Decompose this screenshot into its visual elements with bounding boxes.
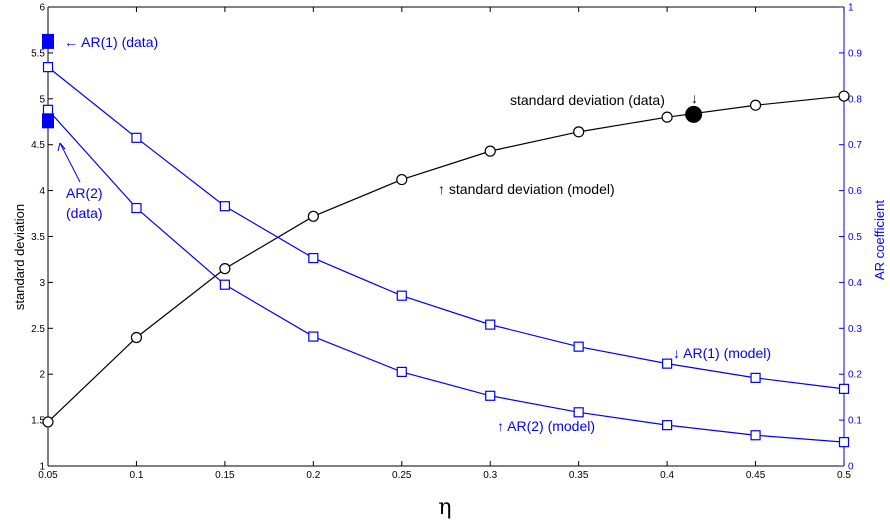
series-1-point [839,91,849,101]
y-axis-right-title: AR coefficient [872,200,887,280]
x-tick-label: 0.35 [569,470,589,481]
annotation-sd-data-arrow: ↓ [691,90,698,106]
series-3-point [486,391,495,400]
y-left-tick-label: 3.5 [31,232,45,243]
series-1-point [574,127,584,137]
y-left-tick-label: 4 [39,186,45,197]
series-3-point [220,280,229,289]
series-2-point [132,133,141,142]
y-right-tick-label: 0 [848,462,854,473]
y-right-tick-label: 0.8 [848,94,862,105]
series-1-point [131,332,141,342]
series-3-point [840,438,849,447]
series-2-point [663,359,672,368]
x-tick-label: 0.25 [392,470,412,481]
y-right-tick-label: 0.7 [848,140,862,151]
data-point-ar-data-2 [43,114,54,128]
series-3-point [663,421,672,430]
series-1-point [308,211,318,221]
series-1-point [43,417,53,427]
y-left-tick-label: 5 [39,94,45,105]
data-point-sd-data [686,106,702,122]
annotation-ar1-model: ↓ AR(1) (model) [673,345,771,361]
series-group [43,63,849,447]
ticks: 0.05 0.1 0.15 0.2 0.25 0.3 0.35 0.4 0.45 0.511.52… [31,3,862,482]
annotation-ar2-data-line2: (data) [66,205,103,221]
x-tick-label: 0.15 [215,470,235,481]
series-1-point [751,100,761,110]
series-line-3 [48,110,844,442]
series-3-point [309,332,318,341]
series-3-point [397,367,406,376]
series-3-point [44,105,53,114]
series-2-point [486,320,495,329]
y-right-tick-label: 1 [848,3,854,14]
annotation-sd-model: ↑ standard deviation (model) [438,181,615,197]
x-tick-label: 0.4 [660,470,674,481]
y-right-tick-label: 0.3 [848,324,862,335]
annotation-ar2-data-line1: AR(2) [66,185,103,201]
y-right-tick-label: 0.1 [848,416,862,427]
x-tick-label: 0.2 [306,470,320,481]
annotation-ar2-data-arrow [60,143,80,182]
series-1-point [220,264,230,274]
series-3-point [132,204,141,213]
y-left-tick-label: 2.5 [31,324,45,335]
x-axis-title: η [438,495,451,520]
y-left-tick-label: 3 [39,278,45,289]
annotation-sd-data: standard deviation (data) [510,92,665,108]
y-left-tick-label: 1 [39,462,45,473]
x-tick-label: 0.45 [746,470,766,481]
series-3-point [751,431,760,440]
data-point-ar-data-1 [43,34,54,48]
series-2-point [220,202,229,211]
y-left-tick-label: 6 [39,3,45,14]
series-2-point [44,63,53,72]
annotation-ar2-model: ↑ AR(2) (model) [497,418,595,434]
x-tick-label: 0.3 [483,470,497,481]
series-1-point [662,112,672,122]
y-right-tick-label: 0.2 [848,370,862,381]
series-2-point [309,254,318,263]
x-tick-label: 0.1 [129,470,143,481]
y-left-tick-label: 4.5 [31,140,45,151]
series-2-point [397,291,406,300]
y-right-tick-label: 0.6 [848,186,862,197]
y-right-tick-label: 0.4 [848,278,862,289]
y-right-tick-label: 0.5 [848,232,862,243]
y-right-tick-label: 0.9 [848,48,862,59]
y-axis-left-title: standard deviation [12,204,27,310]
series-2-point [840,384,849,393]
series-2-point [574,342,583,351]
series-2-point [751,373,760,382]
series-3-point [574,408,583,417]
y-left-tick-label: 2 [39,370,45,381]
axes [48,7,844,466]
annotation-ar1-data: ← AR(1) (data) [64,34,158,50]
series-1-point [485,146,495,156]
y-left-tick-label: 5.5 [31,48,45,59]
series-line-2 [48,67,844,389]
series-1-point [397,175,407,185]
